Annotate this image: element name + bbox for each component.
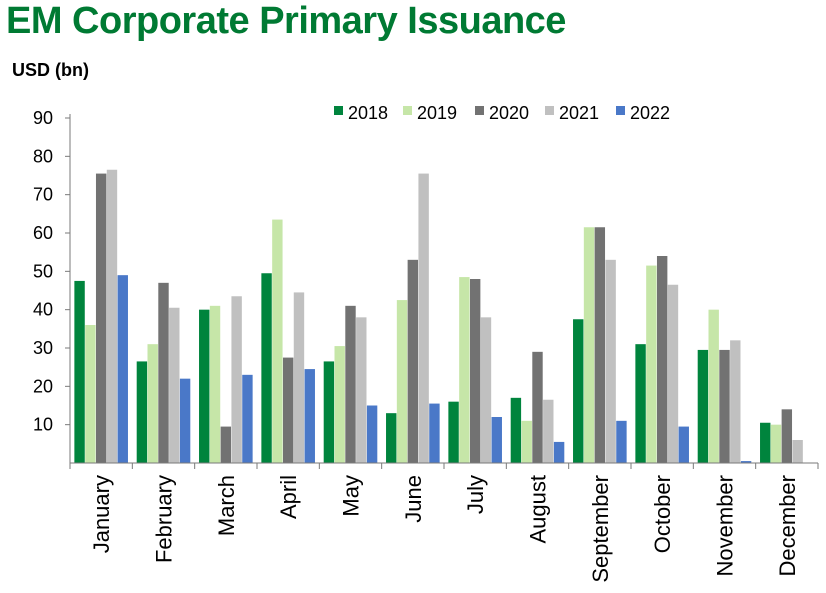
bar-2019-may	[334, 346, 345, 463]
bar-2022-april	[304, 369, 315, 463]
y-tick-label: 20	[33, 376, 53, 396]
bar-2019-january	[85, 325, 96, 463]
y-tick-label: 50	[33, 261, 53, 281]
bar-2022-march	[242, 374, 253, 463]
x-tick-label-december: December	[775, 475, 800, 576]
bar-2021-march	[231, 296, 242, 463]
bar-2021-december	[792, 440, 803, 463]
bar-2020-january	[95, 173, 107, 463]
bar-series-group	[74, 169, 803, 463]
bar-2018-june	[386, 413, 397, 463]
bar-2021-august	[543, 399, 554, 463]
legend-swatch-2022	[616, 106, 625, 115]
bar-2019-october	[646, 265, 657, 463]
x-tick-label-may: May	[339, 475, 364, 517]
bar-2022-august	[553, 441, 565, 463]
x-tick-label-january: January	[89, 475, 114, 553]
x-tick-label-april: April	[276, 475, 301, 519]
bar-2019-february	[147, 344, 158, 463]
bar-2019-december	[770, 424, 782, 463]
bar-2020-march	[220, 426, 232, 463]
bar-2022-september	[616, 420, 627, 463]
bar-2020-may	[345, 305, 356, 463]
legend-label-2020: 2020	[489, 103, 529, 123]
bar-2019-november	[708, 309, 719, 463]
y-tick-label: 80	[33, 146, 53, 166]
bar-2021-february	[169, 307, 180, 463]
bar-2018-april	[261, 273, 272, 463]
bar-2021-october	[667, 284, 679, 463]
bar-2019-july	[459, 277, 470, 463]
y-axis: 10 20 30 40 50 60 70 80 90	[33, 108, 71, 463]
bar-2018-august	[510, 397, 522, 463]
bar-2020-february	[158, 282, 169, 463]
y-tick-label: 30	[33, 338, 53, 358]
bar-2018-may	[323, 361, 335, 463]
bar-2018-february	[136, 361, 148, 463]
x-tick-label-august: August	[526, 475, 551, 544]
bar-2020-october	[656, 256, 668, 463]
y-tick-label: 90	[33, 108, 53, 128]
bar-2018-march	[199, 309, 210, 463]
bar-2019-september	[583, 227, 595, 463]
chart-legend: 2018 2019 2020 2021 2022	[334, 103, 670, 123]
bar-2018-july	[448, 401, 459, 463]
bar-2019-june	[396, 300, 408, 463]
x-axis: January February March April May June July Augu…	[69, 462, 819, 583]
x-tick-label-september: September	[588, 475, 613, 583]
bar-2022-january	[117, 275, 128, 463]
bar-2021-september	[605, 259, 616, 463]
bar-2022-june	[429, 403, 440, 463]
bar-2022-february	[179, 378, 191, 463]
x-tick-label-march: March	[214, 475, 239, 536]
y-axis-unit-label: USD (bn)	[12, 60, 89, 80]
bar-2020-july	[469, 279, 481, 463]
bar-2022-july	[491, 417, 502, 463]
y-tick-label: 70	[33, 185, 53, 205]
bar-2020-august	[532, 351, 543, 463]
bar-2018-september	[573, 319, 584, 463]
legend-label-2022: 2022	[630, 103, 670, 123]
y-tick-label: 10	[33, 415, 53, 435]
bar-2018-october	[635, 344, 646, 463]
x-tick-label-july: July	[463, 475, 488, 514]
x-tick-label-november: November	[713, 475, 738, 576]
bar-2020-june	[407, 259, 419, 463]
bar-2022-october	[678, 426, 689, 463]
legend-label-2018: 2018	[348, 103, 388, 123]
bar-2018-january	[74, 280, 85, 463]
bar-2022-november	[740, 461, 752, 463]
legend-swatch-2021	[545, 106, 554, 115]
bar-2021-november	[730, 340, 741, 463]
y-tick-label: 60	[33, 223, 53, 243]
bar-2020-november	[719, 349, 730, 463]
bar-2020-september	[594, 227, 606, 463]
bar-2021-july	[480, 317, 492, 463]
x-tick-label-june: June	[401, 475, 426, 523]
bar-2022-may	[366, 405, 378, 463]
y-tick-label: 40	[33, 300, 53, 320]
bar-2020-april	[282, 357, 294, 463]
bar-2019-april	[272, 219, 283, 463]
bar-2019-august	[521, 420, 532, 463]
bar-2021-may	[356, 317, 367, 463]
bar-2018-november	[697, 349, 709, 463]
legend-label-2021: 2021	[559, 103, 599, 123]
legend-label-2019: 2019	[417, 103, 457, 123]
legend-swatch-2019	[403, 106, 412, 115]
x-tick-label-october: October	[650, 475, 675, 553]
legend-swatch-2020	[475, 106, 484, 115]
bar-2021-january	[106, 169, 118, 463]
bar-2018-december	[760, 422, 771, 463]
bar-2021-april	[293, 292, 305, 463]
chart-title: EM Corporate Primary Issuance	[6, 0, 566, 42]
legend-swatch-2018	[334, 106, 343, 115]
x-tick-label-february: February	[152, 475, 177, 563]
bar-2020-december	[781, 409, 793, 463]
bar-2021-june	[418, 173, 429, 463]
bar-2019-march	[209, 305, 221, 463]
